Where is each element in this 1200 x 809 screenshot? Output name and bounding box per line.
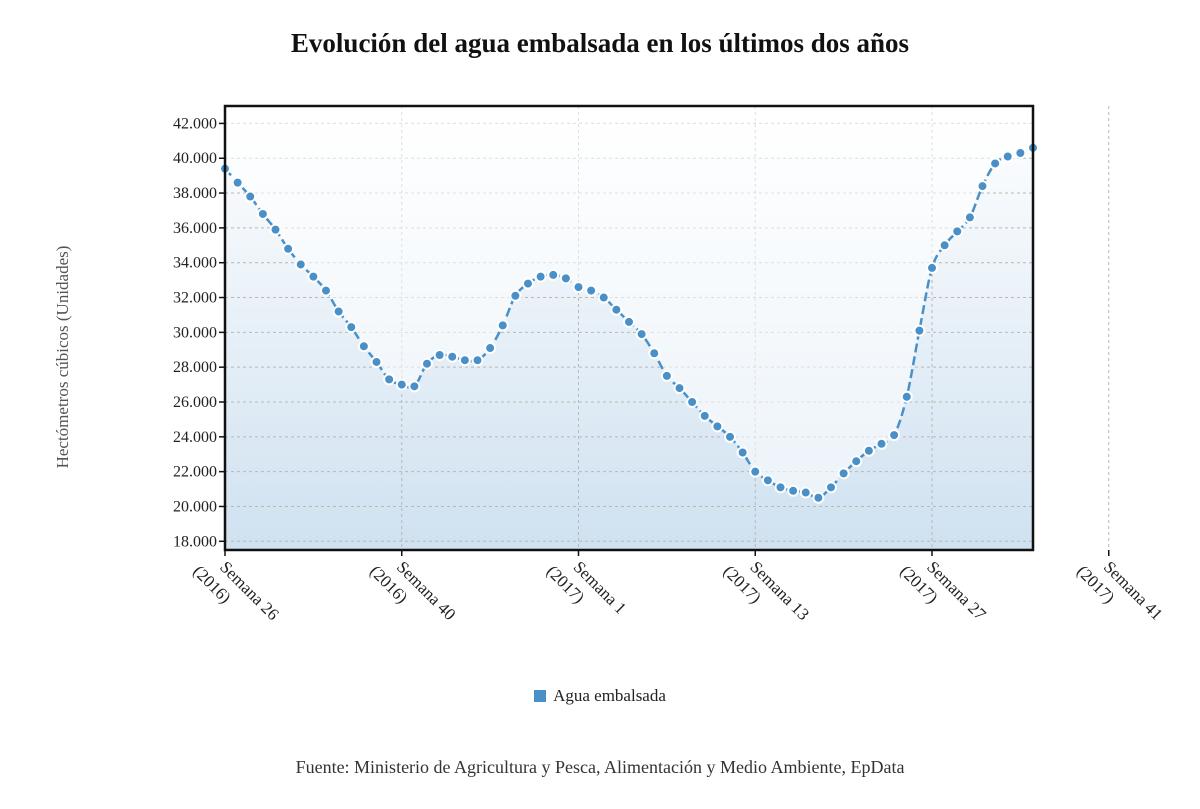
legend-label: Agua embalsada	[553, 686, 666, 705]
data-point[interactable]	[433, 348, 446, 361]
plot-frame	[223, 104, 1035, 552]
data-point[interactable]	[711, 420, 724, 433]
chart-title: Evolución del agua embalsada en los últi…	[290, 28, 910, 58]
x-tick-label: Semana 41(2017)	[1073, 557, 1166, 624]
data-point[interactable]	[799, 486, 812, 499]
data-point[interactable]	[332, 305, 345, 318]
data-point[interactable]	[850, 455, 863, 468]
data-point[interactable]	[660, 369, 673, 382]
data-point[interactable]	[761, 474, 774, 487]
y-tick-label: 18.000	[173, 533, 217, 550]
data-point[interactable]	[686, 396, 699, 408]
legend-swatch	[534, 690, 547, 702]
data-point[interactable]	[698, 409, 711, 422]
y-axis: 18.000 20.000 22.000 24.000 26.000 28.000 30.0…	[173, 115, 225, 550]
data-point[interactable]	[585, 284, 598, 297]
legend[interactable]: Agua embalsada	[0, 686, 1200, 706]
data-point[interactable]	[774, 481, 787, 494]
y-tick-label: 28.000	[173, 359, 217, 376]
y-tick-label: 30.000	[173, 324, 217, 341]
data-point[interactable]	[496, 319, 509, 332]
x-tick-label: Semana 13(2017)	[720, 557, 813, 624]
data-point[interactable]	[963, 211, 976, 224]
data-point[interactable]	[837, 467, 850, 480]
y-tick-label: 26.000	[173, 394, 217, 411]
data-point[interactable]	[862, 444, 875, 457]
data-point[interactable]	[724, 430, 736, 443]
data-point[interactable]	[989, 157, 1002, 170]
data-point[interactable]	[597, 291, 610, 304]
data-point[interactable]	[1014, 147, 1027, 160]
data-point[interactable]	[307, 270, 320, 283]
data-point[interactable]	[395, 378, 408, 391]
data-point[interactable]	[951, 225, 964, 238]
data-point[interactable]	[509, 289, 522, 302]
y-tick-label: 36.000	[173, 220, 217, 237]
data-point[interactable]	[458, 354, 471, 367]
source-note: Fuente: Ministerio de Agricultura y Pesc…	[295, 757, 905, 777]
data-point[interactable]	[559, 272, 572, 285]
data-point[interactable]	[888, 429, 901, 442]
data-point[interactable]	[282, 242, 295, 255]
x-tick-label: Semana 26(2016)	[189, 557, 282, 624]
data-point[interactable]	[231, 176, 244, 189]
y-tick-label: 22.000	[173, 464, 217, 481]
data-point[interactable]	[320, 284, 332, 297]
data-point[interactable]	[547, 268, 560, 281]
data-point[interactable]	[408, 380, 421, 393]
data-point[interactable]	[749, 465, 762, 478]
data-point[interactable]	[648, 347, 661, 360]
data-point[interactable]	[623, 315, 635, 328]
y-tick-label: 40.000	[173, 150, 217, 167]
data-point[interactable]	[736, 446, 749, 459]
data-point[interactable]	[370, 355, 383, 368]
data-point[interactable]	[484, 342, 497, 355]
data-point[interactable]	[610, 303, 623, 316]
data-point[interactable]	[673, 382, 686, 395]
data-point[interactable]	[256, 207, 269, 220]
data-point[interactable]	[345, 321, 358, 334]
data-point[interactable]	[976, 180, 989, 193]
data-point[interactable]	[244, 190, 257, 203]
data-point[interactable]	[269, 223, 282, 236]
data-points	[219, 141, 1039, 504]
y-tick-label: 32.000	[173, 290, 217, 307]
data-point[interactable]	[421, 357, 433, 370]
data-point[interactable]	[522, 277, 534, 290]
y-tick-label: 24.000	[173, 429, 217, 446]
data-point[interactable]	[534, 270, 547, 283]
data-point[interactable]	[926, 261, 938, 274]
data-point[interactable]	[1001, 150, 1014, 163]
series-area	[225, 106, 1033, 498]
y-axis-title: Hectómetros cúbicos (Unidades)	[53, 245, 72, 469]
data-point[interactable]	[635, 328, 648, 341]
x-tick-label: Semana 1(2017)	[543, 557, 630, 618]
data-point[interactable]	[938, 239, 951, 252]
data-point[interactable]	[446, 350, 459, 363]
data-point[interactable]	[900, 390, 913, 403]
y-tick-label: 34.000	[173, 255, 217, 272]
data-point[interactable]	[572, 281, 585, 294]
data-point[interactable]	[471, 354, 484, 367]
data-point[interactable]	[294, 258, 307, 271]
x-tick-label: Semana 27(2017)	[896, 557, 990, 624]
data-point[interactable]	[812, 491, 825, 504]
data-point[interactable]	[913, 324, 926, 337]
data-point[interactable]	[787, 484, 800, 497]
y-tick-label: 38.000	[173, 185, 217, 202]
y-tick-label: 42.000	[173, 115, 217, 132]
data-point[interactable]	[875, 437, 888, 450]
x-tick-label: Semana 40(2016)	[366, 557, 459, 624]
x-axis: Semana 26(2016) Semana 40(2016) Semana 1(2…	[189, 550, 1166, 624]
y-tick-label: 20.000	[173, 498, 217, 515]
data-point[interactable]	[357, 340, 370, 353]
data-point[interactable]	[383, 373, 396, 386]
data-point[interactable]	[825, 481, 837, 494]
